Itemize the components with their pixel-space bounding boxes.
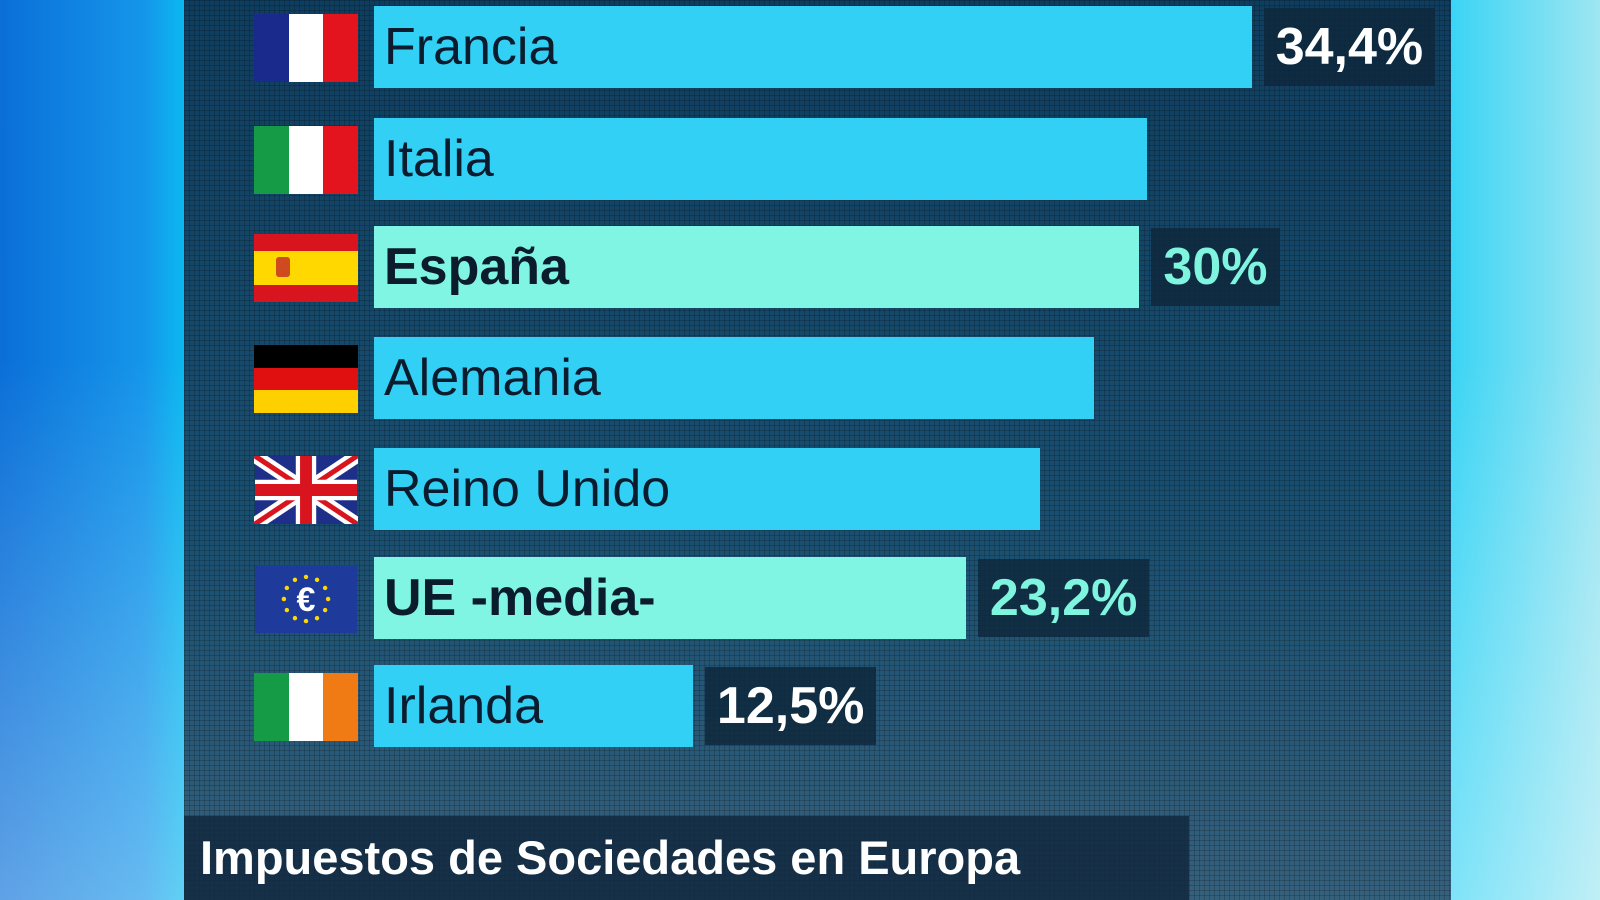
ireland-flag-icon (254, 673, 358, 741)
uk-flag-icon (254, 456, 358, 524)
italy-flag-icon (254, 126, 358, 194)
value-label: 30% (1151, 228, 1280, 306)
category-label: Reino Unido (384, 460, 671, 518)
bar-row: Francia 34,4% (184, 6, 1451, 88)
value-label: 12,5% (704, 667, 877, 745)
bar: Reino Unido (374, 448, 1040, 530)
bar-row: Irlanda 12,5% (184, 665, 1451, 747)
chart-title: Impuestos de Sociedades en Europa (200, 831, 1021, 884)
spain-flag-icon (254, 234, 358, 302)
category-label: España (384, 238, 569, 296)
bar: Francia (374, 6, 1252, 88)
eu-flag-icon: € (254, 565, 358, 633)
bar: UE -media- (374, 557, 966, 639)
bar: Alemania (374, 337, 1094, 419)
category-label: Irlanda (384, 677, 543, 735)
value-label: 23,2% (977, 559, 1150, 637)
category-label: UE -media- (384, 569, 656, 627)
category-label: Francia (384, 18, 558, 76)
bar-row: Italia (184, 118, 1451, 200)
category-label: Italia (384, 130, 494, 188)
bar-row: € UE -media- 23,2% (184, 557, 1451, 639)
svg-text:€: € (297, 581, 316, 619)
germany-flag-icon (254, 345, 358, 413)
bar-row: España 30% (184, 226, 1451, 308)
bar-row: Reino Unido (184, 448, 1451, 530)
title-box: Impuestos de Sociedades en Europa (184, 816, 1189, 900)
bar: Irlanda (374, 665, 693, 747)
bar-row: Alemania (184, 337, 1451, 419)
category-label: Alemania (384, 349, 601, 407)
france-flag-icon (254, 14, 358, 82)
bar: Italia (374, 118, 1148, 200)
chart-panel: Francia 34,4% Italia España 30% Alemania Reino… (184, 0, 1451, 900)
bar: España (374, 226, 1140, 308)
value-label: 34,4% (1263, 8, 1436, 86)
